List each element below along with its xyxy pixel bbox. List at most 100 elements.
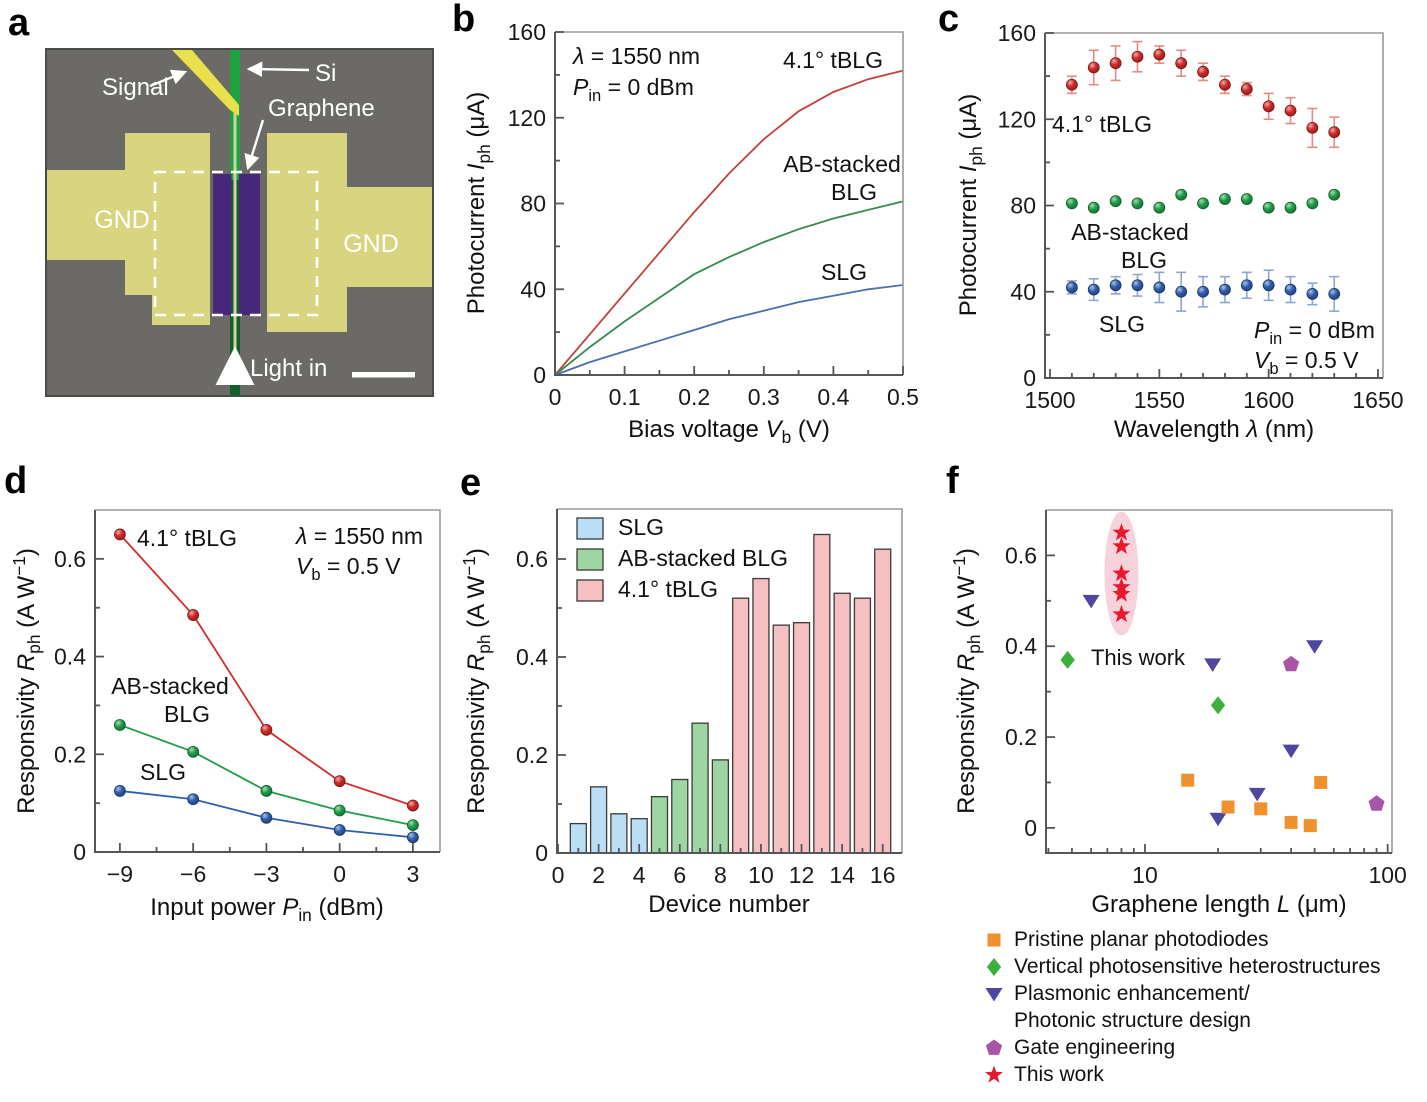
x-tick-label: 16 bbox=[870, 862, 896, 888]
slg-point bbox=[1131, 279, 1144, 292]
4-1-tblg-point bbox=[1065, 78, 1078, 91]
y-tick-label: 0.4 bbox=[516, 644, 548, 670]
panel-label-d: d bbox=[4, 460, 28, 502]
this-work-point bbox=[1112, 584, 1131, 602]
x-axis-label: Graphene length L (μm) bbox=[1091, 891, 1346, 918]
4-1-tblg-point bbox=[1240, 83, 1253, 95]
plasmonic-enhancement-photonic-structure-design-point bbox=[1204, 658, 1222, 672]
legend-swatch-slg bbox=[576, 517, 604, 540]
x-tick-label: 4 bbox=[633, 862, 646, 888]
vertical-photosensitive-heterostructures-point bbox=[1210, 696, 1226, 715]
plot-box bbox=[1045, 32, 1384, 378]
y-axis-label: Responsivity Rph (A W−1) bbox=[9, 548, 44, 814]
legend-item-gate-engineering: Gate engineering bbox=[984, 1034, 1427, 1061]
y-tick-label: 0 bbox=[533, 362, 546, 388]
slg-point bbox=[1109, 279, 1122, 292]
si-label: Si bbox=[315, 60, 336, 87]
chart-annotation: BLG bbox=[1121, 247, 1167, 273]
4-1-tblg-point bbox=[260, 723, 273, 736]
slg-point bbox=[1219, 283, 1231, 296]
chart-annotation: Vb = 0.5 V bbox=[296, 553, 401, 584]
this-work-point bbox=[1112, 564, 1131, 582]
y-tick-label: 160 bbox=[998, 20, 1036, 46]
chart-annotation: λ = 1550 nm bbox=[571, 43, 700, 69]
ab-stacked-blg-point bbox=[1197, 197, 1209, 210]
chart-annotation: SLG bbox=[1099, 311, 1145, 337]
sem-image: Signal Si Graphene GND GND Light in bbox=[45, 48, 434, 397]
legend-label: Pristine planar photodiodes bbox=[1014, 927, 1269, 951]
ab-stacked-blg-point bbox=[114, 719, 126, 731]
slg-point bbox=[1065, 281, 1078, 294]
x-tick-label: 1500 bbox=[1024, 387, 1075, 413]
panel-label-c: c bbox=[938, 0, 960, 40]
this-work-point bbox=[1112, 523, 1131, 541]
legend-swatch-4-1-tblg bbox=[576, 579, 604, 602]
x-tick-label: 8 bbox=[714, 862, 727, 888]
chart-annotation: 4.1° tBLG bbox=[137, 525, 237, 551]
plot-box bbox=[555, 31, 904, 375]
y-axis-label: Photocurrent Iph (μA) bbox=[463, 92, 494, 314]
x-tick-label: 3 bbox=[406, 861, 419, 887]
chart-annotation: Vb = 0.5 V bbox=[1254, 347, 1359, 378]
bar-device-11 bbox=[772, 624, 790, 854]
ab-stacked-blg-line bbox=[554, 200, 904, 376]
graphene-region-right bbox=[239, 174, 260, 315]
4-1-tblg-point bbox=[1328, 126, 1341, 139]
legend-label: Vertical photosensitive heterostructures bbox=[1014, 954, 1381, 978]
y-tick-label: 0 bbox=[1023, 365, 1036, 391]
bar-device-6 bbox=[671, 778, 689, 854]
plasmonic-enhancement-photonic-structure-design-point bbox=[1248, 787, 1266, 802]
pristine-planar-photodiodes-point bbox=[1221, 800, 1235, 814]
ab-stacked-blg-point bbox=[1175, 188, 1188, 201]
legend-label: AB-stacked BLG bbox=[618, 545, 788, 571]
plot-box bbox=[557, 508, 903, 853]
panel-f-chart: 10 100 0 0.2 0.4 0.6 This work Graphene length … bbox=[930, 460, 1427, 925]
x-axis-label: Input power Pin (dBm) bbox=[150, 894, 384, 922]
y-tick-label: 120 bbox=[998, 106, 1036, 132]
chart-annotation: Pin = 0 dBm bbox=[1254, 317, 1375, 348]
ab-stacked-blg-point bbox=[1328, 188, 1341, 201]
signal-label: Signal bbox=[102, 74, 169, 101]
gnd-right-label: GND bbox=[343, 230, 399, 258]
chart-annotation: AB-stacked bbox=[783, 151, 901, 177]
bar-device-7 bbox=[691, 722, 709, 854]
x-tick-label: 2 bbox=[592, 862, 605, 888]
plasmonic-enhancement-photonic-structure-design-point bbox=[1306, 640, 1324, 654]
x-tick-label: −3 bbox=[253, 861, 279, 887]
4-1-tblg-point bbox=[1087, 61, 1100, 74]
y-axis-label: Responsivity Rph (A W−1) bbox=[949, 548, 984, 814]
ab-stacked-blg-point bbox=[1262, 201, 1275, 214]
gate-engineering-point bbox=[1283, 655, 1300, 672]
graphene-arrow bbox=[244, 119, 265, 171]
x-tick-label: 12 bbox=[789, 862, 815, 888]
y-tick-label: 0.4 bbox=[54, 644, 86, 670]
slg-point bbox=[114, 785, 126, 797]
x-tick-label: 10 bbox=[1132, 862, 1158, 888]
x-tick-label: 0 bbox=[549, 384, 562, 410]
x-tick-label: −9 bbox=[107, 861, 133, 887]
slg-point bbox=[1328, 288, 1341, 300]
graphene-label: Graphene bbox=[268, 95, 375, 122]
bar-device-8 bbox=[711, 759, 730, 854]
slg-point bbox=[1087, 283, 1100, 296]
x-tick-label: 0 bbox=[552, 862, 565, 888]
chart-annotation: AB-stacked bbox=[111, 673, 229, 699]
vertical-photosensitive-heterostructures-point bbox=[1060, 650, 1075, 669]
x-tick-label: 6 bbox=[673, 862, 686, 888]
4-1-tblg-line bbox=[554, 69, 904, 376]
ab-stacked-blg-point bbox=[1109, 195, 1122, 208]
y-tick-label: 0.2 bbox=[1005, 724, 1037, 750]
this-work-point bbox=[1112, 536, 1131, 554]
slg-point bbox=[1197, 285, 1209, 298]
star-glyph bbox=[985, 1065, 1003, 1083]
y-tick-label: 0.6 bbox=[54, 546, 86, 572]
x-tick-label: −6 bbox=[180, 861, 206, 887]
x-axis-label: Wavelength λ (nm) bbox=[1114, 416, 1314, 443]
signal-arrow bbox=[149, 69, 188, 88]
dashed-outline bbox=[153, 170, 319, 317]
graphene-region-left bbox=[213, 174, 232, 315]
4-1-tblg-point bbox=[1284, 104, 1297, 117]
triangle-down-icon bbox=[984, 984, 1014, 1004]
ab-stacked-blg-point bbox=[1240, 193, 1253, 205]
